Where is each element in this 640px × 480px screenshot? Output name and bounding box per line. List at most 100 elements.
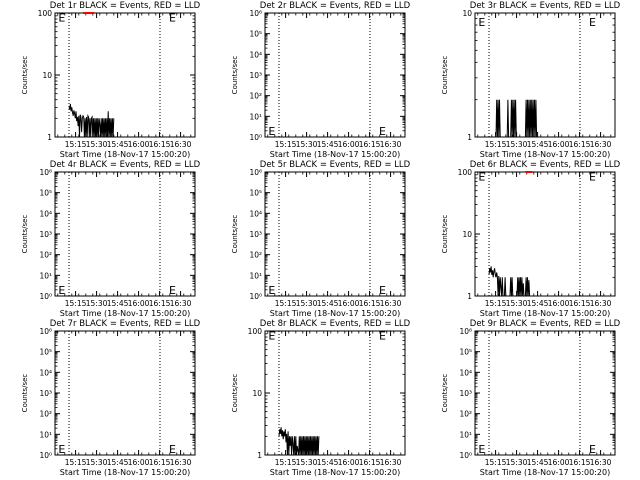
event-marker: E [589, 16, 596, 29]
x-tick-label: 15:15 [275, 299, 297, 308]
x-axis-label: Start Time (18-Nov-17 15:00:20) [270, 468, 400, 477]
y-tick-label: 10⁴ [39, 368, 52, 377]
x-tick-label: 15:15 [485, 299, 507, 308]
x-tick-label: 16:00 [128, 458, 150, 467]
y-tick-label: 10 [462, 230, 472, 239]
x-tick-label: 16:30 [380, 458, 402, 467]
x-axis-label: Start Time (18-Nov-17 15:00:20) [480, 150, 610, 159]
y-axis-label: Counts/sec [231, 215, 239, 254]
y-tick-label: 10 [42, 71, 52, 80]
y-tick-label: 100 [248, 327, 263, 336]
x-axis-label: Start Time (18-Nov-17 15:00:20) [60, 309, 190, 318]
x-tick-label: 16:30 [380, 299, 402, 308]
x-tick-label: 16:30 [380, 140, 402, 149]
x-tick-label: 15:45 [527, 299, 549, 308]
y-tick-label: 10⁴ [249, 50, 262, 59]
panel-title: Det 1r BLACK = Events, RED = LLD [50, 1, 201, 11]
y-tick-label: 10⁰ [39, 292, 52, 301]
y-tick-label: 10⁶ [39, 327, 52, 336]
plot-frame [474, 12, 616, 138]
y-axis-label: Counts/sec [21, 56, 29, 95]
y-tick-label: 10 [252, 389, 262, 398]
x-tick-label: 16:30 [590, 458, 612, 467]
x-axis-label: Start Time (18-Nov-17 15:00:20) [270, 150, 400, 159]
panel-9: Det 9r BLACK = Events, RED = LLD 10⁰ 10¹ 10… [441, 319, 621, 477]
y-tick-label: 10² [459, 410, 472, 419]
x-tick-label: 15:45 [317, 458, 339, 467]
event-marker: E [268, 125, 275, 138]
event-marker: E [268, 284, 275, 297]
x-tick-label: 16:15 [359, 458, 381, 467]
panel-title: Det 9r BLACK = Events, RED = LLD [470, 319, 621, 329]
event-marker: E [478, 16, 485, 29]
x-tick-label: 16:15 [359, 140, 381, 149]
x-tick-label: 15:45 [107, 140, 129, 149]
y-tick-label: 10⁵ [459, 348, 472, 357]
panel-3: Det 3r BLACK = Events, RED = LLD 1 10 Count… [441, 1, 621, 159]
event-marker: E [169, 284, 176, 297]
x-axis-label: Start Time (18-Nov-17 15:00:20) [270, 309, 400, 318]
x-tick-label: 15:15 [65, 140, 87, 149]
x-tick-label: 16:15 [569, 140, 591, 149]
y-tick-label: 10⁶ [249, 168, 262, 177]
x-tick-label: 16:30 [170, 299, 192, 308]
x-tick-label: 15:15 [485, 458, 507, 467]
y-axis-label: Counts/sec [231, 374, 239, 413]
panel-1: Det 1r BLACK = Events, RED = LLD 1 10 100 Co… [21, 1, 201, 159]
y-tick-label: 10⁴ [249, 209, 262, 218]
event-marker: E [169, 11, 176, 24]
x-axis-label: Start Time (18-Nov-17 15:00:20) [60, 150, 190, 159]
event-marker: E [379, 329, 386, 342]
x-axis-label: Start Time (18-Nov-17 15:00:20) [60, 468, 190, 477]
panel-8: Det 8r BLACK = Events, RED = LLD 1 10 100 Co… [231, 319, 411, 477]
y-tick-label: 10⁰ [249, 292, 262, 301]
x-tick-label: 16:15 [569, 299, 591, 308]
event-marker: E [478, 443, 485, 456]
y-tick-label: 1 [467, 133, 472, 142]
y-tick-label: 10³ [459, 389, 472, 398]
panel-4: Det 4r BLACK = Events, RED = LLD 10⁰ 10¹ 10… [21, 160, 201, 318]
x-tick-label: 16:15 [149, 140, 171, 149]
y-tick-label: 10⁵ [249, 189, 262, 198]
y-tick-label: 10³ [249, 71, 262, 80]
y-tick-label: 10³ [39, 230, 52, 239]
panel-title: Det 5r BLACK = Events, RED = LLD [260, 160, 411, 170]
x-tick-label: 15:30 [506, 458, 528, 467]
y-tick-label: 10⁰ [249, 133, 262, 142]
x-tick-label: 16:00 [338, 140, 360, 149]
x-tick-label: 15:30 [506, 140, 528, 149]
event-marker: E [58, 443, 65, 456]
x-tick-label: 15:15 [65, 458, 87, 467]
y-tick-label: 1 [47, 133, 52, 142]
event-marker: E [589, 170, 596, 183]
panel-7: Det 7r BLACK = Events, RED = LLD 10⁰ 10¹ 10… [21, 319, 201, 477]
y-tick-label: 10³ [39, 389, 52, 398]
x-tick-label: 16:00 [128, 299, 150, 308]
y-tick-label: 10⁴ [459, 368, 472, 377]
y-tick-label: 10⁶ [459, 327, 472, 336]
x-tick-label: 16:00 [128, 140, 150, 149]
y-tick-label: 10⁰ [39, 451, 52, 460]
panel-title: Det 8r BLACK = Events, RED = LLD [260, 319, 411, 329]
y-tick-label: 10¹ [249, 112, 262, 121]
x-axis-label: Start Time (18-Nov-17 15:00:20) [480, 468, 610, 477]
x-tick-label: 16:00 [548, 140, 570, 149]
panel-6: Det 6r BLACK = Events, RED = LLD 1 10 100 Co… [441, 160, 621, 318]
x-tick-label: 16:15 [569, 458, 591, 467]
event-marker: E [379, 125, 386, 138]
x-tick-label: 15:45 [107, 299, 129, 308]
x-tick-label: 16:30 [170, 140, 192, 149]
x-tick-label: 16:00 [548, 458, 570, 467]
x-tick-label: 16:00 [338, 458, 360, 467]
y-axis-label: Counts/sec [441, 374, 449, 413]
x-tick-label: 15:15 [65, 299, 87, 308]
y-tick-label: 100 [38, 9, 53, 18]
y-tick-label: 10⁶ [39, 168, 52, 177]
y-tick-label: 10² [39, 410, 52, 419]
x-tick-label: 15:30 [296, 299, 318, 308]
panel-5: Det 5r BLACK = Events, RED = LLD 10⁰ 10¹ 10… [231, 160, 411, 318]
y-tick-label: 10⁰ [459, 451, 472, 460]
y-tick-label: 10¹ [249, 271, 262, 280]
